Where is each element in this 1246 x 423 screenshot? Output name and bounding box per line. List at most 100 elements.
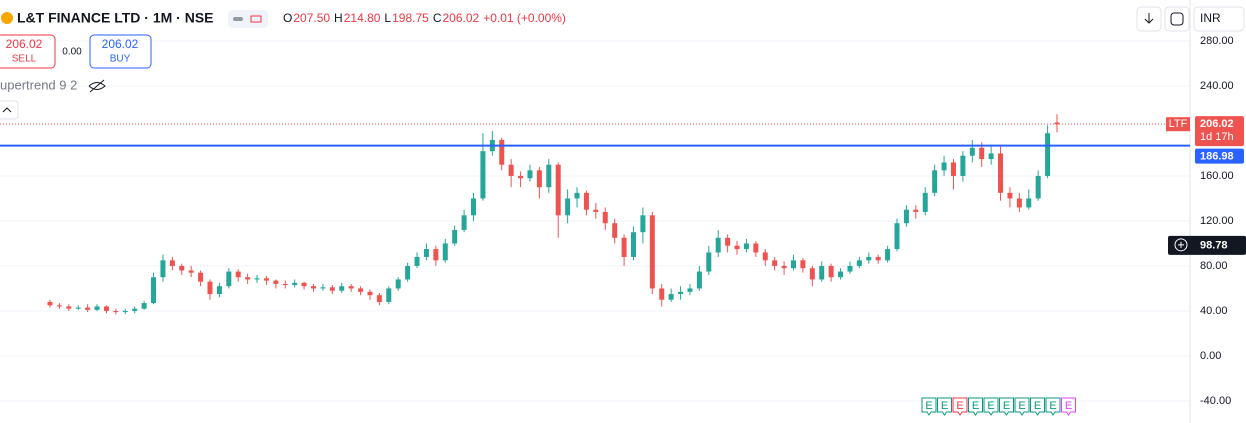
candle-body (329, 287, 335, 291)
candle-body (583, 192, 589, 210)
earnings-label: E (956, 400, 963, 412)
crosshair-price-box (1168, 235, 1246, 255)
candle-body (725, 237, 731, 246)
candle-body (471, 198, 477, 216)
y-tick-label: 240.00 (1200, 80, 1234, 92)
ohlc-key: H (334, 11, 343, 25)
candle-body (630, 232, 636, 257)
candle-body (499, 139, 505, 165)
add-alert-plus (1178, 241, 1184, 248)
ohlc-key: C (433, 11, 442, 25)
candle-body (659, 288, 665, 300)
earnings-marker[interactable] (952, 397, 968, 416)
earnings-label: E (1003, 400, 1010, 412)
buy-button[interactable] (89, 34, 152, 69)
candle-body (696, 271, 702, 289)
candle-body (621, 237, 627, 257)
candle-body (565, 198, 571, 216)
add-alert-icon[interactable] (1174, 238, 1188, 252)
collapse-icon (2, 107, 12, 113)
earnings-marker[interactable] (937, 397, 952, 416)
earnings-label: E (972, 400, 979, 412)
earnings-marker[interactable] (1014, 397, 1030, 416)
candle-body (311, 286, 317, 289)
candle-body (433, 249, 439, 261)
earnings-marker[interactable] (1061, 397, 1076, 416)
crosshair-price-label: 98.78 (1200, 240, 1228, 252)
earnings-marker[interactable] (1030, 397, 1045, 416)
candle-body (527, 170, 533, 179)
earnings-label: E (1034, 400, 1041, 412)
candle-body (800, 260, 806, 269)
candle-body (207, 281, 213, 295)
candle-body (414, 256, 420, 266)
visibility-icon[interactable] (88, 79, 106, 93)
candle-body (875, 256, 881, 261)
y-tick-label: 0.00 (1200, 350, 1221, 362)
earnings-label: E (941, 400, 948, 412)
earnings-marker[interactable] (983, 397, 999, 416)
candle-body (292, 282, 298, 286)
earnings-marker[interactable] (1045, 397, 1061, 416)
buy-label: BUY (110, 54, 131, 65)
sell-label: SELL (12, 54, 37, 65)
candle-body (903, 209, 909, 224)
candle-body (66, 306, 72, 309)
candle-body (480, 151, 486, 199)
last-price-label: 206.02 (1200, 118, 1234, 130)
y-tick-label: 280.00 (1200, 35, 1234, 47)
y-tick-label: -40.00 (1200, 395, 1231, 407)
candle-body (386, 288, 392, 302)
earnings-marker[interactable] (921, 397, 937, 416)
candle-body (151, 277, 157, 304)
candle-body (640, 215, 646, 233)
ohlc-value: 207.50 (293, 11, 330, 25)
candle-body (706, 252, 712, 272)
sell-button[interactable] (0, 34, 56, 69)
candle-body (47, 301, 53, 306)
candle-body (452, 229, 458, 244)
candle-body (198, 272, 204, 282)
ohlc-value: 198.75 (392, 11, 429, 25)
currency-button[interactable] (1193, 6, 1245, 32)
earnings-marker[interactable] (968, 397, 983, 416)
earnings-label: E (1065, 400, 1072, 412)
candle-body (263, 278, 269, 281)
candle-body (103, 306, 109, 311)
candle-body (320, 287, 326, 289)
candle-body (866, 256, 872, 261)
candle-body (423, 249, 429, 257)
candle-body (828, 265, 834, 278)
candle-body (838, 271, 844, 278)
candle-body (169, 260, 175, 266)
candle-body (856, 260, 862, 266)
fullscreen-button[interactable] (1164, 6, 1190, 32)
hline-price-box (1195, 148, 1244, 164)
candle-body (132, 308, 138, 311)
candle-body (536, 170, 542, 188)
candle-body (1054, 122, 1060, 125)
candle-body (998, 153, 1004, 193)
candle-body (781, 265, 787, 269)
candle-body (113, 310, 119, 313)
candle-body (960, 155, 966, 176)
candle-body (819, 265, 825, 280)
candle-body (979, 147, 985, 160)
pill-buttons[interactable] (228, 10, 268, 28)
ohlc-key: L (384, 11, 391, 25)
candle-body (790, 260, 796, 269)
candle-body (678, 291, 684, 295)
earnings-marker[interactable] (999, 397, 1014, 416)
last-price-box (1195, 116, 1244, 147)
hline-price-label: 186.98 (1200, 151, 1234, 163)
candle-body (969, 147, 975, 156)
sell-price: 206.02 (6, 37, 43, 51)
candle-body (518, 175, 524, 179)
pill-icon (233, 17, 243, 21)
ohlc-row: O 207.50 H 214.80 L 198.75 C 206.02 +0.01 (+0.00… (283, 11, 566, 25)
countdown-label: 1d 17h (1200, 131, 1234, 143)
candle-body (847, 265, 853, 272)
candle-body (216, 286, 222, 295)
